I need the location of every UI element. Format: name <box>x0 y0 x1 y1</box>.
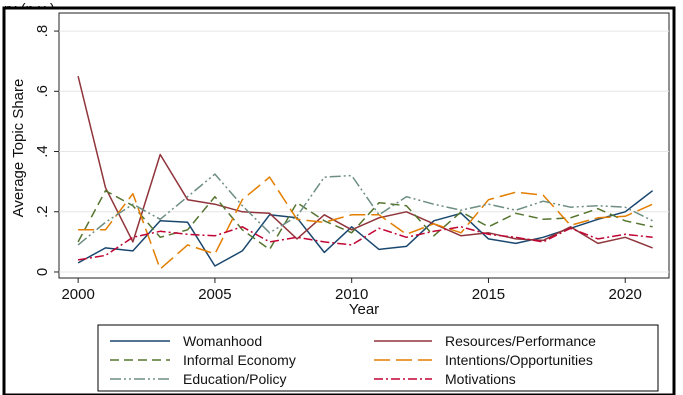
x-tick-label: 2005 <box>198 286 231 303</box>
x-tick-label: 2015 <box>472 286 505 303</box>
plot-area <box>58 12 670 279</box>
legend: Womanhood Resources/Performance Informal E… <box>110 333 596 387</box>
legend-box <box>97 324 659 392</box>
axes: 0 .2 .4 .6 .8 2000 2005 2010 2015 2020 <box>34 25 642 303</box>
x-axis-title: Year <box>349 301 379 318</box>
x-tick-label: 2000 <box>61 286 94 303</box>
x-tick-label: 2020 <box>609 286 642 303</box>
y-axis-title: Average Topic Share <box>10 79 27 218</box>
legend-label-intentions-opportunities: Intentions/Opportunities <box>445 352 593 368</box>
grid-lines <box>59 30 669 273</box>
series-line-motivations <box>77 226 653 261</box>
y-tick-label: .4 <box>34 145 51 158</box>
series-lines <box>77 76 654 270</box>
legend-label-womanhood: Womanhood <box>183 333 262 349</box>
y-tick-label: 0 <box>34 268 51 276</box>
x-tick-label: 2010 <box>335 286 368 303</box>
y-tick-label: .8 <box>34 25 51 38</box>
legend-label-education-policy: Education/Policy <box>183 371 287 387</box>
legend-label-informal-economy: Informal Economy <box>183 352 296 368</box>
y-tick-label: .2 <box>34 205 51 218</box>
y-tick-label: .6 <box>34 85 51 98</box>
legend-label-resources-performance: Resources/Performance <box>445 333 596 349</box>
series-line-resources-performance <box>77 76 653 249</box>
legend-label-motivations: Motivations <box>445 371 516 387</box>
